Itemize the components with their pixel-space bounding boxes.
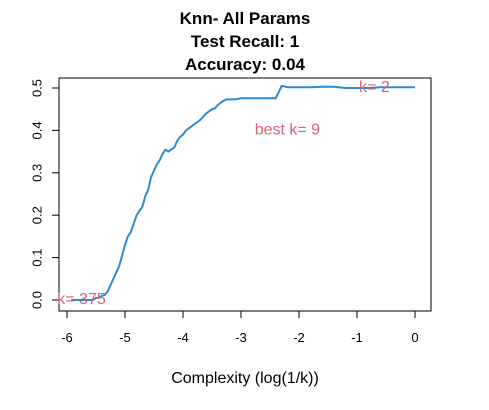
annotation-label: best k= 9	[255, 122, 320, 139]
x-tick-label: -2	[293, 330, 305, 345]
x-axis-label: Complexity (log(1/k))	[171, 370, 319, 387]
x-tick-label: -6	[61, 330, 73, 345]
y-axis: 0.0 0.1 0.2 0.3 0.4 0.5	[29, 79, 60, 309]
y-tick-label: 0.1	[29, 249, 44, 267]
y-tick-label: 0.2	[29, 206, 44, 224]
x-tick-label: -4	[177, 330, 189, 345]
y-tick-label: 0.3	[29, 164, 44, 182]
series-group	[71, 84, 415, 301]
y-tick-label: 0.5	[29, 79, 44, 97]
x-axis: -6 -5 -4 -3 -2 -1 0	[61, 310, 419, 345]
y-tick-label: 0.0	[29, 291, 44, 309]
annotation-label: k= 2	[359, 79, 390, 96]
chart-title-line-2: Test Recall: 1	[191, 32, 299, 51]
chart-title: Knn- All Params Test Recall: 1 Accuracy:…	[180, 9, 311, 74]
annotations: k= 375 best k= 9 k= 2	[57, 79, 390, 308]
annotation-label: k= 375	[57, 291, 106, 308]
series-line-1	[71, 84, 415, 301]
chart-title-line-1: Knn- All Params	[180, 9, 311, 28]
x-tick-label: 0	[411, 330, 418, 345]
x-tick-label: -1	[351, 330, 363, 345]
y-tick-label: 0.4	[29, 121, 44, 139]
x-tick-label: -3	[235, 330, 247, 345]
x-tick-label: -5	[119, 330, 131, 345]
chart-title-line-3: Accuracy: 0.04	[185, 55, 306, 74]
